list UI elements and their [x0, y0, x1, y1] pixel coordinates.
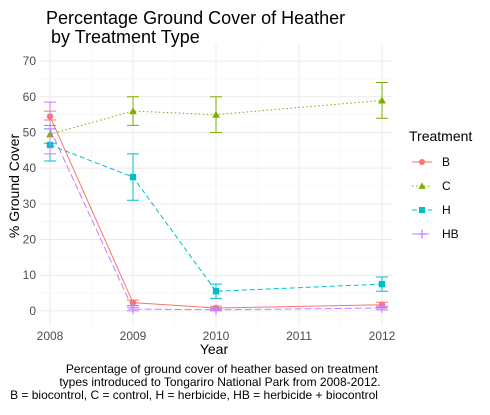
- caption-line-2: types introduced to Tongariro National P…: [59, 375, 380, 389]
- legend-key-marker: [419, 207, 425, 213]
- data-point: [378, 97, 386, 104]
- x-tick-label: 2012: [369, 329, 396, 343]
- axes: Percentage Ground Cover of Heather by Tr…: [6, 8, 396, 357]
- caption: Percentage of ground cover of heather ba…: [10, 362, 381, 402]
- legend-label: HB: [442, 227, 459, 241]
- y-axis-title: % Ground Cover: [6, 134, 22, 239]
- chart-title-line-2: by Treatment Type: [46, 27, 200, 47]
- y-tick-label: 10: [23, 268, 37, 282]
- x-tick-label: 2009: [120, 329, 147, 343]
- data-point: [212, 111, 220, 118]
- y-tick-label: 30: [23, 197, 37, 211]
- y-tick-label: 50: [23, 125, 37, 139]
- legend-label: B: [442, 155, 450, 169]
- y-tick-label: 20: [23, 233, 37, 247]
- y-tick-label: 70: [23, 54, 37, 68]
- legend-key-marker: [418, 230, 427, 239]
- caption-line-1: Percentage of ground cover of heather ba…: [66, 362, 379, 376]
- caption-line-3: B = biocontrol, C = control, H = herbici…: [10, 388, 378, 402]
- y-tick-label: 60: [23, 90, 37, 104]
- legend-label: H: [442, 203, 451, 217]
- data-point: [130, 174, 136, 180]
- legend-title: Treatment: [409, 128, 472, 144]
- x-tick-label: 2008: [37, 329, 64, 343]
- x-axis-title: Year: [200, 341, 229, 357]
- chart-title-line-1: Percentage Ground Cover of Heather: [46, 8, 345, 28]
- x-tick-label: 2010: [203, 329, 230, 343]
- y-tick-label: 0: [29, 304, 36, 318]
- legend-key-marker: [419, 159, 425, 165]
- legend: Treatment BCH HB: [409, 128, 472, 241]
- data-point: [213, 288, 219, 294]
- x-tick-label: 2011: [286, 329, 312, 343]
- y-tick-label: 40: [23, 161, 37, 175]
- data-point: [379, 281, 385, 287]
- legend-label: C: [442, 179, 451, 193]
